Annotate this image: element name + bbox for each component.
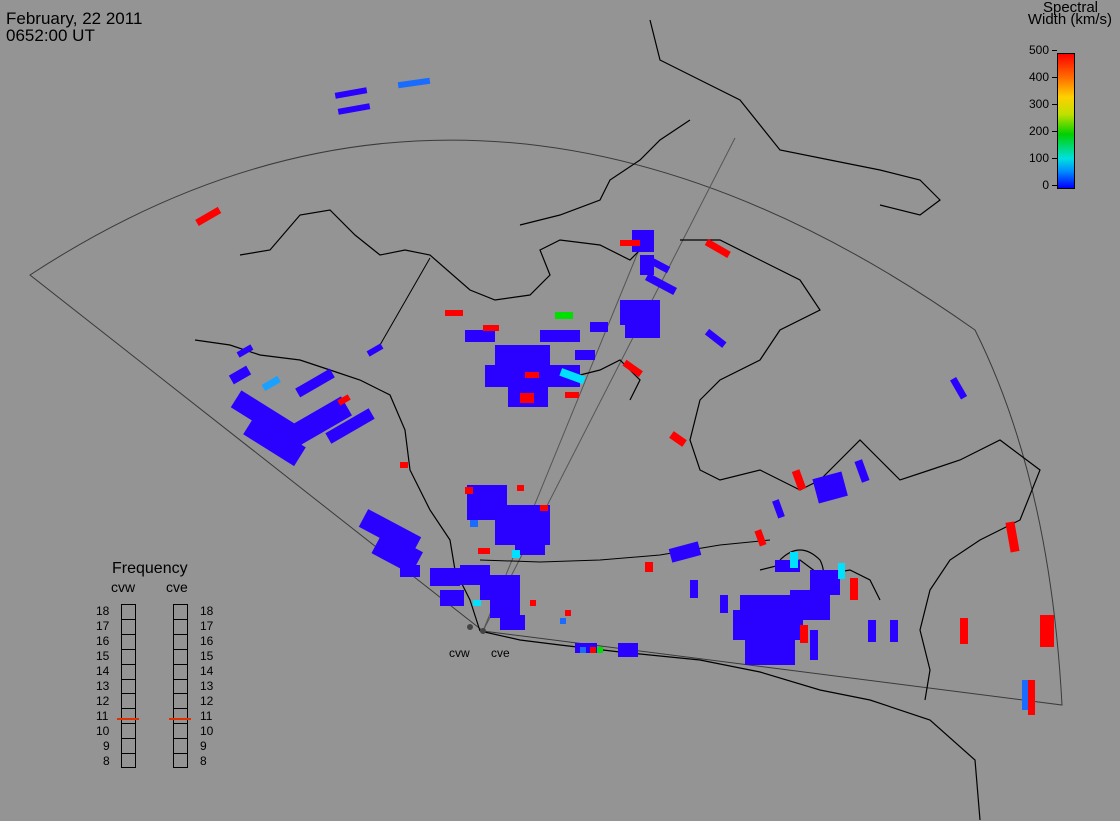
coastline <box>194 19 1041 821</box>
frequency-gauge-row <box>174 723 187 725</box>
frequency-scale-label-left: 11 <box>96 708 109 723</box>
frequency-gauge-row <box>174 753 187 755</box>
colorbar-title-line2: Width (km/s) <box>1027 11 1112 28</box>
radar-label-cvw: cvw <box>449 646 470 660</box>
colorbar-tick-400: 400 <box>1028 70 1049 84</box>
colorbar-tick-100: 100 <box>1028 151 1049 165</box>
frequency-scale-label-left: 9 <box>103 738 110 753</box>
beam-boundary-west <box>482 234 646 632</box>
radar-label-cve: cve <box>491 646 510 660</box>
frequency-scale-label-right: 10 <box>200 723 214 738</box>
colorbar-tickmark <box>1052 158 1057 159</box>
frequency-gauge-row <box>174 648 187 650</box>
radar-site-cve <box>480 628 486 634</box>
frequency-gauge-cvw <box>121 604 136 768</box>
spectral-width-colorbar <box>1057 53 1075 189</box>
colorbar-tickmark <box>1052 104 1057 105</box>
frequency-scale-label-right: 13 <box>200 679 214 693</box>
frequency-scale-label-left: 13 <box>96 679 110 693</box>
frequency-scale-label-right: 18 <box>200 604 214 619</box>
frequency-label-cve: cve <box>166 579 188 595</box>
colorbar-tick-500: 500 <box>1028 43 1049 57</box>
frequency-gauge-row <box>174 663 187 665</box>
colorbar-tickmark <box>1052 131 1057 132</box>
colorbar-tick-200: 200 <box>1028 124 1049 138</box>
frequency-scale-label-left: 18 <box>96 604 110 619</box>
political-borders <box>379 257 771 563</box>
frequency-scale-label-right: 12 <box>200 693 214 708</box>
frequency-gauge-row <box>122 648 135 650</box>
frequency-gauge-row <box>122 723 135 725</box>
frequency-scale-label-right: 16 <box>200 634 214 649</box>
colorbar-title-line1: Spectral <box>1042 0 1098 16</box>
frequency-marker-cvw <box>117 717 139 720</box>
frequency-gauge-row <box>122 693 135 695</box>
frequency-gauge-cve <box>173 604 188 768</box>
frequency-scale-label-left: 14 <box>96 664 110 679</box>
colorbar-tick-300: 300 <box>1028 97 1049 111</box>
frequency-gauge-row <box>174 618 187 620</box>
field-of-view-outline <box>29 139 1063 706</box>
frequency-gauge-row <box>174 738 187 740</box>
frequency-gauge-row <box>174 633 187 635</box>
frequency-scale-label-right: 14 <box>200 664 214 679</box>
frequency-gauge-row <box>174 678 187 680</box>
frequency-gauge-row <box>122 678 135 680</box>
colorbar-tickmark <box>1052 77 1057 78</box>
frequency-scale-label-right: 8 <box>200 753 207 768</box>
frequency-gauge-row <box>122 738 135 740</box>
echo-cells <box>195 77 1054 715</box>
frequency-gauge-row <box>174 693 187 695</box>
frequency-gauge-row <box>122 633 135 635</box>
time-label: 0652:00 UT <box>6 26 95 45</box>
frequency-gauge-row <box>122 663 135 665</box>
frequency-gauge-row <box>174 708 187 710</box>
frequency-gauge-row <box>122 753 135 755</box>
frequency-scale-label-left: 8 <box>103 753 110 768</box>
frequency-scale-label-right: 9 <box>200 738 207 753</box>
frequency-label-cvw: cvw <box>111 579 136 595</box>
frequency-scale-label-right: 15 <box>200 649 214 664</box>
frequency-scale-label-left: 12 <box>96 693 110 708</box>
frequency-gauge-row <box>122 618 135 620</box>
frequency-title: Frequency <box>112 560 188 577</box>
radar-site-cvw <box>467 624 473 630</box>
colorbar-tickmark <box>1052 50 1057 51</box>
frequency-scale-label-left: 10 <box>96 723 110 738</box>
frequency-gauge-row <box>122 708 135 710</box>
colorbar-tickmark <box>1052 185 1057 186</box>
frequency-scale-label-right: 17 <box>200 619 214 634</box>
colorbar-tick-0: 0 <box>1042 178 1049 192</box>
frequency-marker-cve <box>169 717 191 720</box>
frequency-scale-label-left: 17 <box>96 619 110 634</box>
date-label: February, 22 2011 <box>6 9 143 28</box>
frequency-scale-label-left: 15 <box>96 649 110 664</box>
frequency-scale-label-right: 11 <box>200 708 213 723</box>
frequency-scale-label-left: 16 <box>96 634 110 649</box>
